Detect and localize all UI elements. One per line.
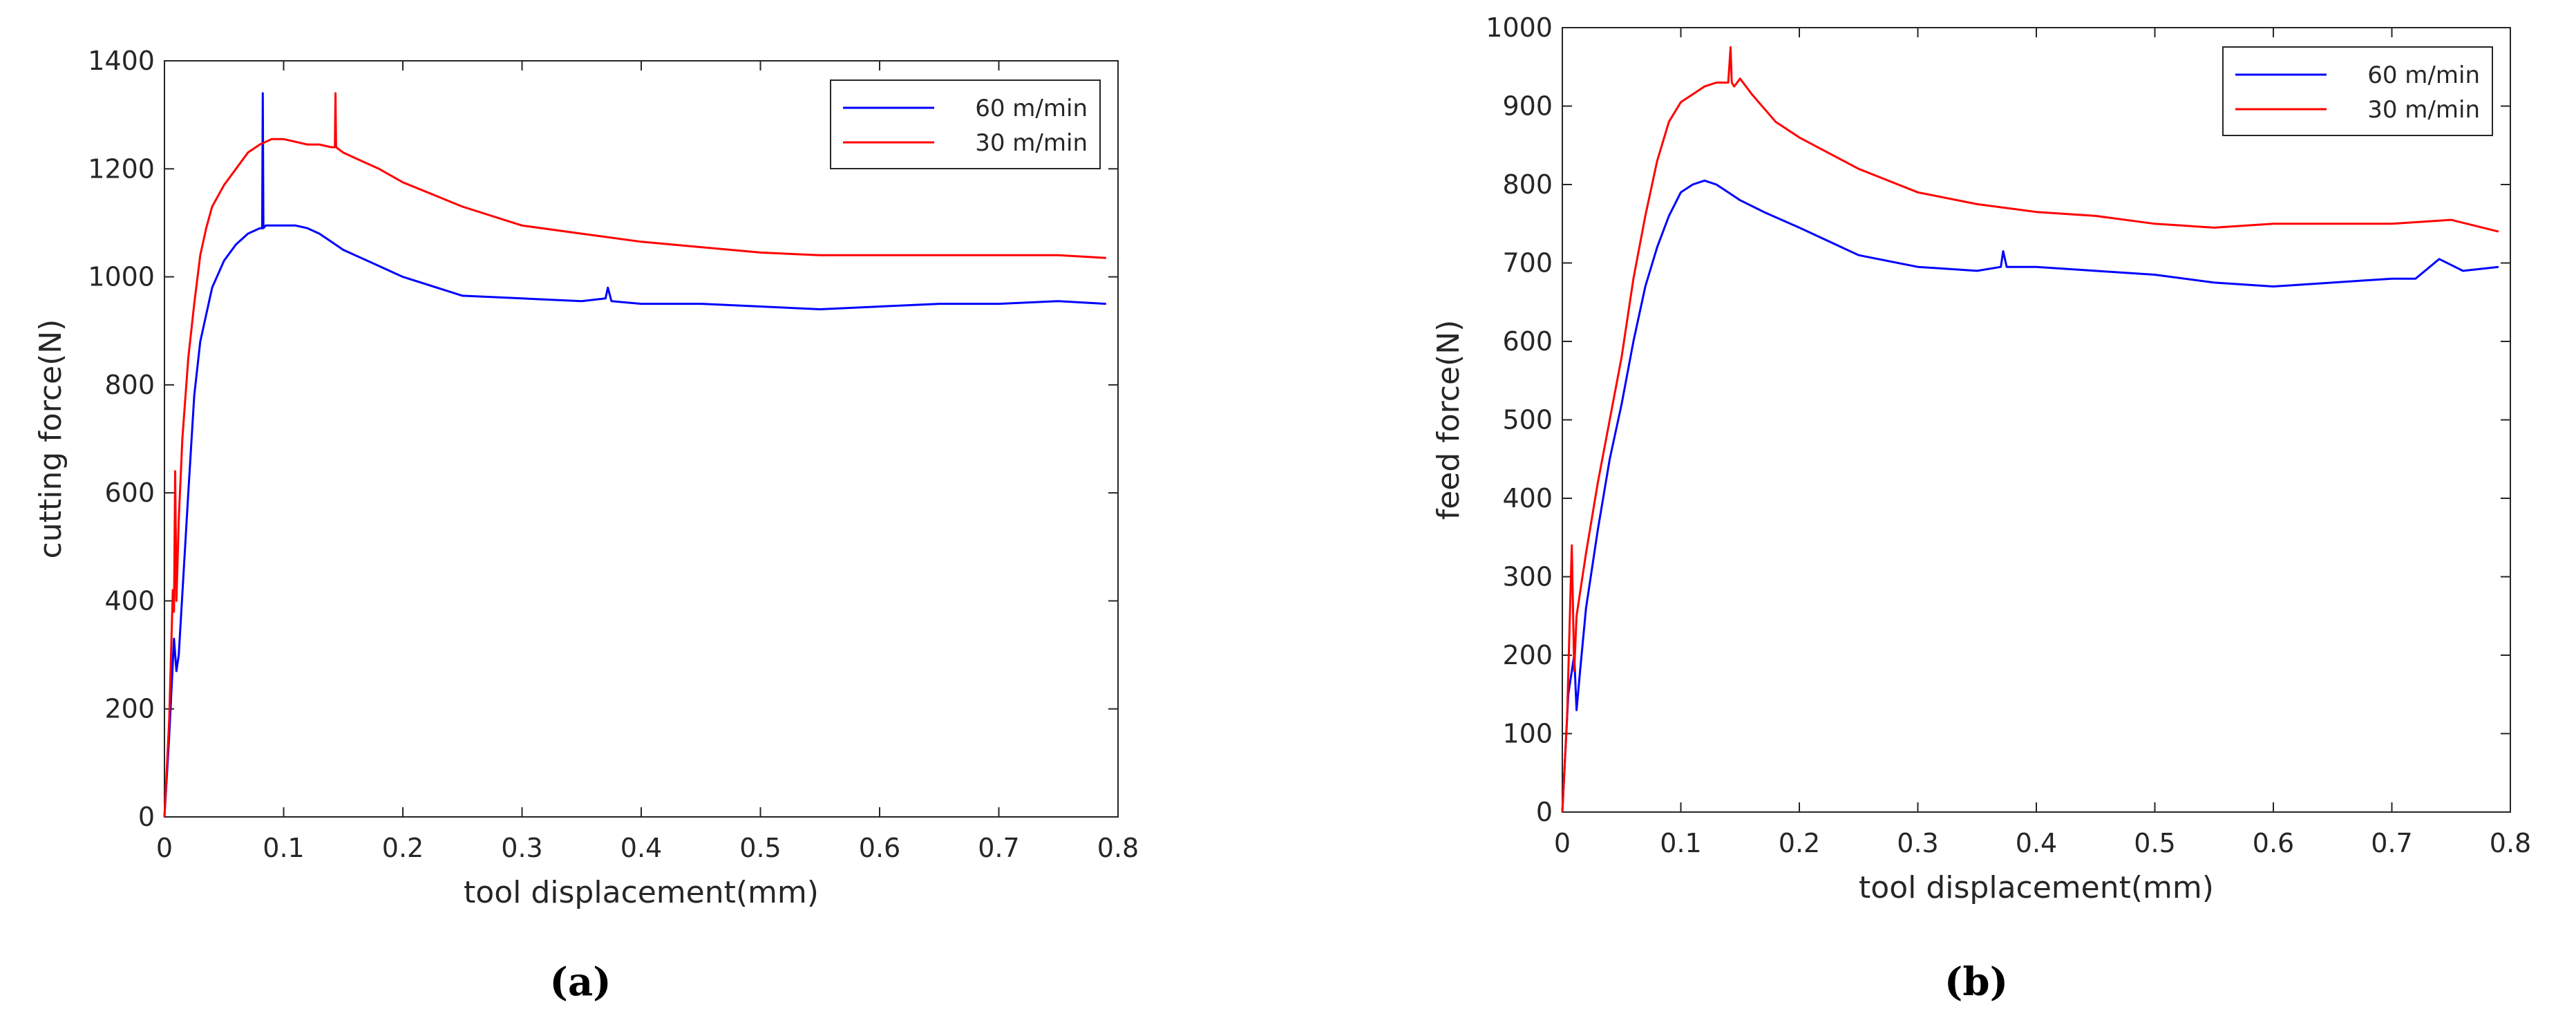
y-tick-label: 1000 [1486, 12, 1553, 43]
x-tick-label: 0.3 [1897, 828, 1938, 858]
y-tick-label: 400 [1502, 483, 1553, 514]
y-tick-label: 1400 [88, 46, 155, 76]
x-tick-label: 0.5 [739, 833, 781, 863]
x-tick-label: 0.5 [2134, 828, 2175, 858]
y-tick-label: 200 [104, 694, 155, 724]
legend-entry: 30 m/min [975, 129, 1088, 157]
y-tick-label: 1000 [88, 262, 155, 292]
y-tick-label: 900 [1502, 91, 1553, 122]
y-tick-label: 0 [1536, 797, 1553, 827]
y-axis-label: feed force(N) [1431, 320, 1466, 520]
y-tick-label: 100 [1502, 719, 1553, 749]
y-tick-label: 500 [1502, 405, 1553, 435]
legend-box [2222, 46, 2493, 136]
series-line-30-m-min [1561, 46, 2499, 813]
x-tick-label: 0.4 [2016, 828, 2057, 858]
chart-cutting-force: 0 0.1 0.2 0.3 0.4 0.5 0.6 0.7 0.8 0 200 400 600 800 10… [33, 46, 1139, 910]
x-tick-label: 0.2 [382, 833, 424, 863]
legend-entry: 30 m/min [2367, 96, 2480, 124]
y-tick-label: 800 [1502, 169, 1553, 200]
x-tick-label: 0.2 [1779, 828, 1820, 858]
legend-entry: 60 m/min [2367, 62, 2480, 89]
x-tick-label: 0.7 [978, 833, 1019, 863]
legend-box [830, 79, 1101, 169]
x-tick-label: 0.7 [2371, 828, 2412, 858]
y-tick-label: 600 [1502, 326, 1553, 357]
x-tick-label: 0.3 [501, 833, 542, 863]
x-tick-label: 0 [156, 833, 173, 863]
y-tick-label: 1200 [88, 153, 155, 184]
panel-label-b: (b) [1944, 959, 2009, 1005]
x-tick-label: 0.6 [859, 833, 900, 863]
x-tick-label: 0.4 [621, 833, 662, 863]
y-tick-label: 400 [104, 585, 155, 616]
y-tick-label: 300 [1502, 562, 1553, 592]
x-tick-label: 0.1 [1660, 828, 1701, 858]
x-tick-label: 0.8 [1097, 833, 1139, 863]
x-tick-label: 0 [1554, 828, 1571, 858]
x-axis-label: tool displacement(mm) [464, 875, 819, 910]
x-tick-label: 0.6 [2253, 828, 2294, 858]
x-axis-label: tool displacement(mm) [1859, 870, 2214, 905]
plot-area [1562, 27, 2511, 813]
y-tick-label: 800 [104, 370, 155, 400]
legend-entry: 60 m/min [975, 95, 1088, 122]
series-line-30-m-min [163, 92, 1106, 818]
y-tick-label: 0 [138, 802, 155, 832]
y-tick-label: 600 [104, 478, 155, 508]
plot-area [164, 60, 1119, 818]
x-tick-label: 0.8 [2490, 828, 2531, 858]
y-tick-label: 700 [1502, 248, 1553, 279]
chart-feed-force: 0 0.1 0.2 0.3 0.4 0.5 0.6 0.7 0.8 0 100 200 300 400 50… [1431, 12, 2531, 905]
series-line-60-m-min [163, 92, 1106, 818]
panel-label-a: (a) [549, 959, 612, 1005]
y-tick-label: 200 [1502, 640, 1553, 670]
x-tick-label: 0.1 [263, 833, 304, 863]
series-line-60-m-min [1561, 179, 2499, 813]
y-axis-label: cutting force(N) [33, 319, 68, 559]
